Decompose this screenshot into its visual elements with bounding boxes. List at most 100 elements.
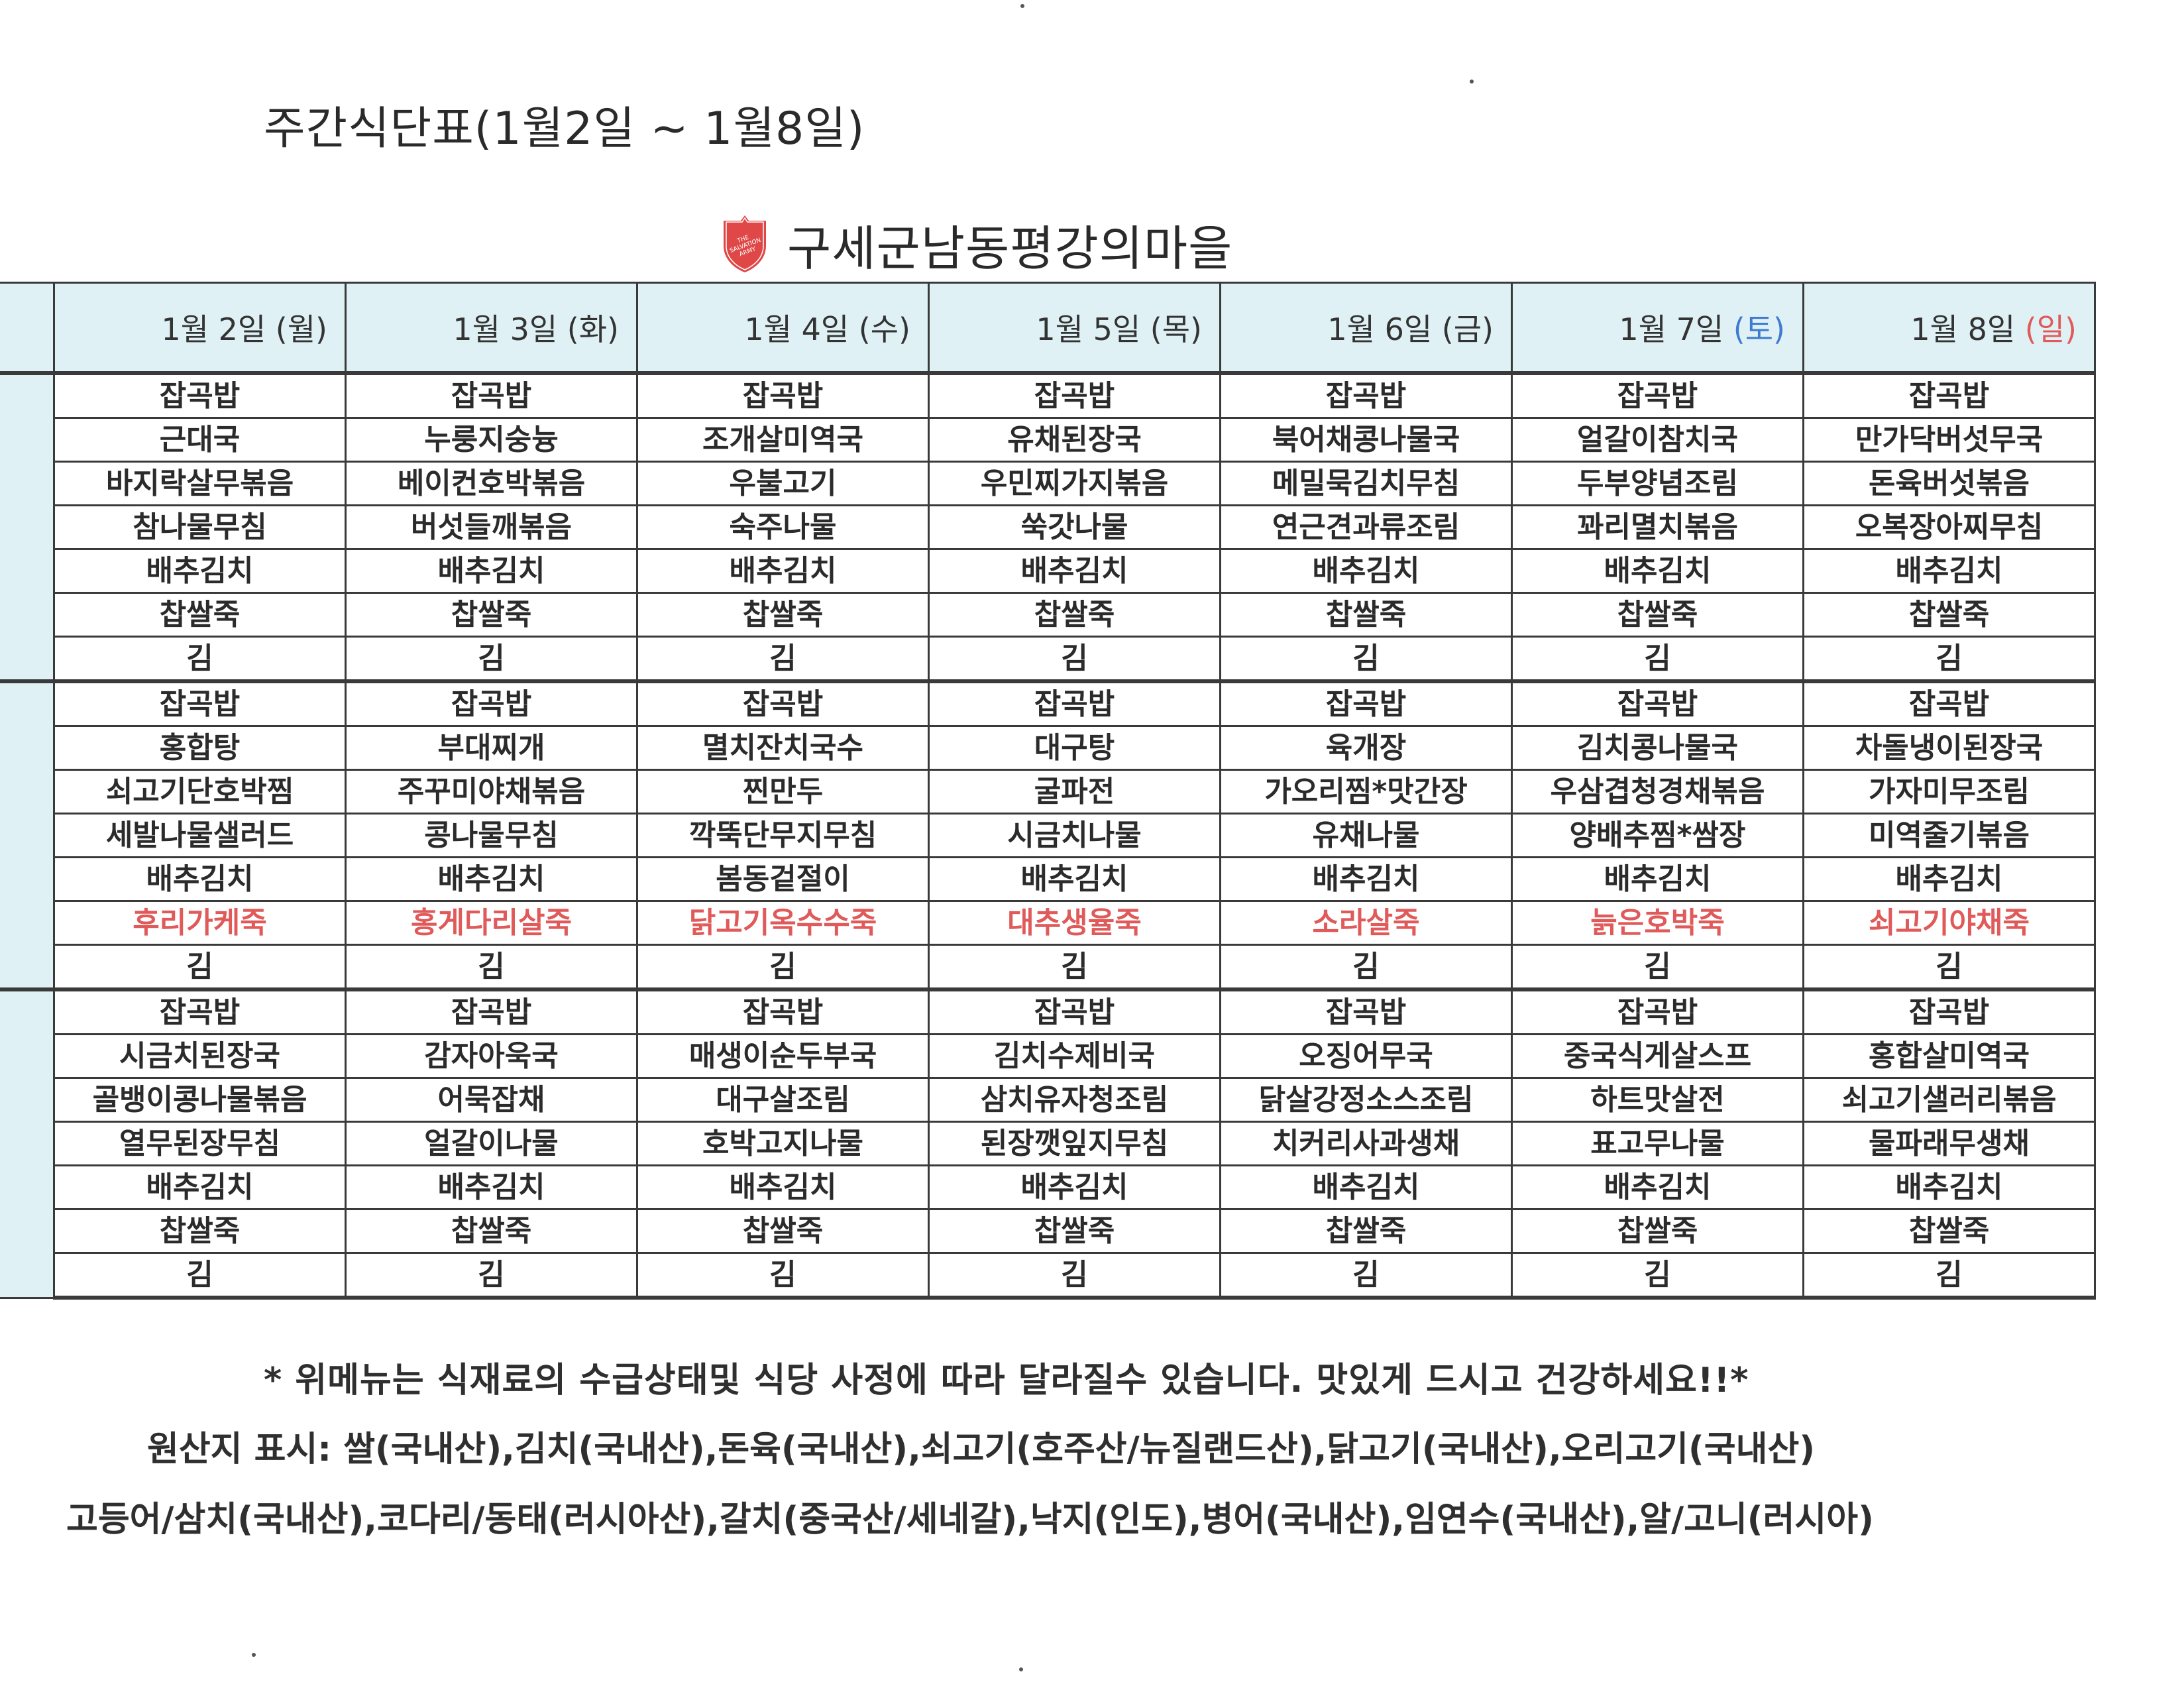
- day-date: 1월 8일: [1910, 311, 2016, 347]
- menu-item: 배추김치: [345, 548, 638, 594]
- date-header-row: 1월 2일 (월) 1월 3일 (화) 1월 4일 (수) 1월 5일 (목) 1월 6…: [0, 282, 2096, 374]
- menu-item: 김: [1802, 1252, 2096, 1300]
- menu-row: 골뱅이콩나물볶음 어묵잡채 대구살조림 삼치유자청조림 닭살강정소스조림 하트맛살전 쇠고기…: [0, 1077, 2096, 1123]
- menu-item: 배추김치: [53, 1164, 347, 1210]
- menu-item: 북어채콩나물국: [1219, 417, 1513, 463]
- day-weekday: (수): [858, 311, 910, 347]
- menu-item: 삼치유자청조림: [928, 1077, 1221, 1123]
- menu-item: 잡곡밥: [1511, 987, 1804, 1035]
- menu-item: 배추김치: [636, 548, 930, 594]
- menu-item: 배추김치: [1511, 548, 1804, 594]
- menu-item: 누룽지숭늉: [345, 417, 638, 463]
- menu-item: 얼갈이나물: [345, 1121, 638, 1166]
- menu-item: 후리가케죽: [53, 900, 347, 946]
- menu-item: 조개살미역국: [636, 417, 930, 463]
- menu-item: 오징어무국: [1219, 1033, 1513, 1079]
- day-header-7: 1월 8일 (일): [1802, 282, 2096, 374]
- menu-row: 바지락살무볶음 베이컨호박볶음 우불고기 우민찌가지볶음 메밀묵김치무침 두부양념조림 돈육…: [0, 461, 2096, 506]
- meal-label-2: 식: [0, 679, 55, 991]
- menu-item: 치커리사과생채: [1219, 1121, 1513, 1166]
- menu-item: 찹쌀죽: [1802, 592, 2096, 638]
- menu-item: 쇠고기단호박찜: [53, 769, 347, 815]
- menu-item: 잡곡밥: [1511, 371, 1804, 419]
- menu-row: 식잡곡밥잡곡밥잡곡밥잡곡밥잡곡밥잡곡밥잡곡밥: [0, 371, 2096, 683]
- menu-item: 잡곡밥: [1219, 371, 1513, 419]
- menu-item: 봄동겉절이: [636, 856, 930, 902]
- menu-item: 대추생율죽: [928, 900, 1221, 946]
- day-weekday: (월): [275, 311, 327, 347]
- menu-item: 표고무나물: [1511, 1121, 1804, 1166]
- menu-item: 김: [1511, 944, 1804, 991]
- menu-item: 배추김치: [53, 548, 347, 594]
- menu-item: 참나물무침: [53, 504, 347, 550]
- menu-item: 미역줄기볶음: [1802, 813, 2096, 858]
- menu-item: 찹쌀죽: [1219, 592, 1513, 638]
- scan-speck: [1019, 1667, 1023, 1671]
- menu-item: 찹쌀죽: [1219, 1208, 1513, 1254]
- menu-item: 배추김치: [1802, 856, 2096, 902]
- menu-item: 우삼겹청경채볶음: [1511, 769, 1804, 815]
- menu-item: 콩나물무침: [345, 813, 638, 858]
- menu-item: 잡곡밥: [636, 679, 930, 727]
- menu-item: 김: [53, 1252, 347, 1300]
- day-header-5: 1월 6일 (금): [1219, 282, 1513, 374]
- menu-item: 꽈리멸치볶음: [1511, 504, 1804, 550]
- menu-item: 숙주나물: [636, 504, 930, 550]
- menu-item: 열무된장무침: [53, 1121, 347, 1166]
- menu-row: 쇠고기단호박찜 주꾸미야채볶음 찐만두 굴파전 가오리찜*맛간장 우삼겹청경채볶음 가자미무…: [0, 769, 2096, 815]
- menu-item: 버섯들깨볶음: [345, 504, 638, 550]
- menu-item: 닭살강정소스조림: [1219, 1077, 1513, 1123]
- menu-item: 대구살조림: [636, 1077, 930, 1123]
- menu-item: 가오리찜*맛간장: [1219, 769, 1513, 815]
- menu-item: 만가닥버섯무국: [1802, 417, 2096, 463]
- meal-label-3: 식: [0, 987, 55, 1299]
- menu-item: 배추김치: [53, 856, 347, 902]
- day-header-2: 1월 3일 (화): [345, 282, 638, 374]
- menu-item: 잡곡밥: [1219, 679, 1513, 727]
- menu-item: 유채된장국: [928, 417, 1221, 463]
- menu-item: 찹쌀죽: [1511, 592, 1804, 638]
- day-weekday: (일): [2024, 311, 2077, 347]
- menu-item: 김: [53, 636, 347, 683]
- menu-item: 잡곡밥: [636, 371, 930, 419]
- menu-item: 김: [345, 944, 638, 991]
- day-weekday: (금): [1441, 311, 1494, 347]
- scan-speck: [1470, 80, 1474, 84]
- menu-item: 시금치나물: [928, 813, 1221, 858]
- menu-item: 된장깻잎지무침: [928, 1121, 1221, 1166]
- day-weekday: (토): [1733, 311, 1785, 347]
- scan-speck: [1020, 4, 1024, 8]
- day-weekday: (화): [567, 311, 619, 347]
- menu-item: 닭고기옥수수죽: [636, 900, 930, 946]
- menu-item: 부대찌개: [345, 725, 638, 771]
- menu-item: 찹쌀죽: [53, 1208, 347, 1254]
- menu-item: 호박고지나물: [636, 1121, 930, 1166]
- day-date: 1월 7일: [1619, 311, 1724, 347]
- menu-item: 배추김치: [345, 856, 638, 902]
- menu-item: 잡곡밥: [1802, 987, 2096, 1035]
- menu-item: 홍합살미역국: [1802, 1033, 2096, 1079]
- menu-item: 김치콩나물국: [1511, 725, 1804, 771]
- menu-item: 배추김치: [1802, 548, 2096, 594]
- menu-item: 돈육버섯볶음: [1802, 461, 2096, 506]
- menu-item: 김: [345, 636, 638, 683]
- day-header-4: 1월 5일 (목): [928, 282, 1221, 374]
- menu-row: 식잡곡밥잡곡밥잡곡밥잡곡밥잡곡밥잡곡밥잡곡밥: [0, 679, 2096, 991]
- menu-row: 후리가케죽 홍게다리살죽 닭고기옥수수죽 대추생율죽 소라살죽 늙은호박죽 쇠고기야채죽: [0, 900, 2096, 946]
- day-date: 1월 2일: [161, 311, 266, 347]
- day-date: 1월 4일: [744, 311, 849, 347]
- day-date: 1월 3일: [453, 311, 558, 347]
- day-header-3: 1월 4일 (수): [636, 282, 930, 374]
- menu-item: 멸치잔치국수: [636, 725, 930, 771]
- menu-item: 감자아욱국: [345, 1033, 638, 1079]
- menu-item: 배추김치: [1219, 548, 1513, 594]
- menu-item: 육개장: [1219, 725, 1513, 771]
- day-weekday: (목): [1150, 311, 1202, 347]
- menu-row: 배추김치 배추김치 봄동겉절이 배추김치 배추김치 배추김치 배추김치: [0, 856, 2096, 902]
- menu-row: 배추김치 배추김치 배추김치 배추김치 배추김치 배추김치 배추김치: [0, 548, 2096, 594]
- menu-item: 배추김치: [636, 1164, 930, 1210]
- menu-item: 굴파전: [928, 769, 1221, 815]
- menu-item: 김: [1219, 944, 1513, 991]
